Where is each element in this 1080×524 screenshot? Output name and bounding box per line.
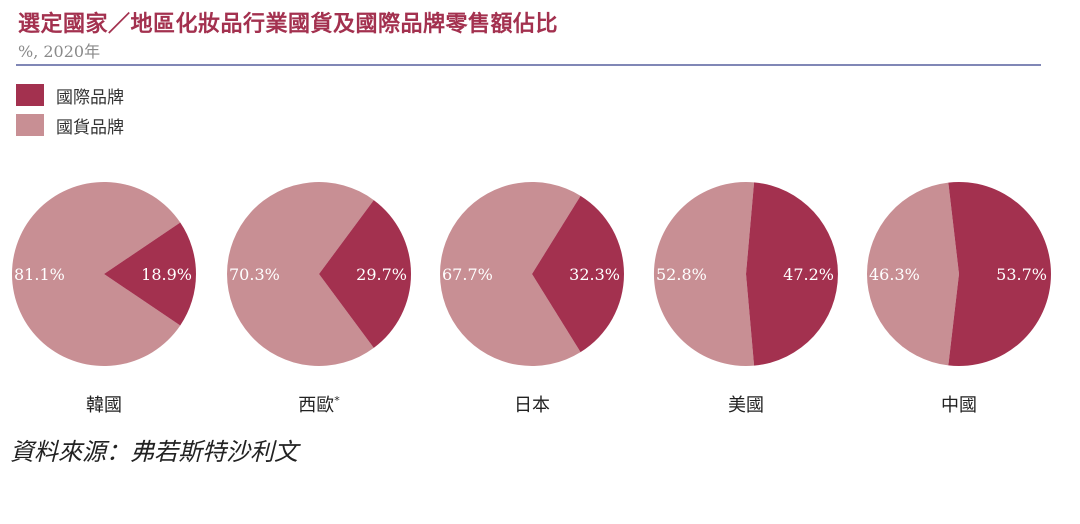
legend-item-domestic: 國貨品牌 (16, 110, 124, 140)
pie-slice-international (104, 222, 196, 326)
pie-3: 32.3% 67.7% 日本 (439, 182, 624, 416)
pie-1: 18.9% 81.1% 韓國 (11, 182, 196, 416)
pie-label-international: 53.7% (996, 265, 1047, 284)
legend-label-international: 國際品牌 (56, 87, 124, 108)
pie-label-domestic: 70.3% (229, 265, 280, 284)
pie-slice-international (319, 200, 412, 348)
pie-2: 29.7% 70.3% 西歐* (227, 182, 412, 416)
pie-label-international: 18.9% (141, 265, 192, 284)
pie-slice-international (532, 195, 624, 353)
pie-slice-domestic (439, 182, 581, 366)
pie-slice-domestic (653, 182, 755, 367)
pie-category-label: 日本 (514, 395, 550, 416)
pie-4: 47.2% 52.8% 美國 (653, 182, 838, 416)
pie-slice-international (746, 182, 838, 366)
pie-label-domestic: 81.1% (14, 265, 65, 284)
pie-slice-domestic (227, 182, 374, 367)
chart-title: 選定國家／地區化妝品行業國貨及國際品牌零售額佔比 (18, 12, 559, 37)
legend-swatch-international (16, 84, 44, 106)
title-divider (16, 64, 1041, 66)
source-note: 資料來源：弗若斯特沙利文 (10, 438, 298, 466)
pie-label-international: 29.7% (356, 265, 407, 284)
legend-label-domestic: 國貨品牌 (56, 117, 124, 138)
pie-category-label: 中國 (941, 395, 977, 416)
legend-swatch-domestic (16, 114, 44, 136)
pie-label-international: 47.2% (783, 265, 834, 284)
pie-slice-international (948, 182, 1051, 366)
pie-slice-domestic (866, 182, 959, 366)
legend-item-international: 國際品牌 (16, 80, 124, 110)
pie-category-label: 韓國 (86, 395, 122, 416)
pie-label-domestic: 46.3% (869, 265, 920, 284)
pie-slice-domestic (11, 182, 181, 366)
legend: 國際品牌 國貨品牌 (16, 80, 124, 140)
pie-label-domestic: 67.7% (442, 265, 493, 284)
pie-category-label: 西歐* (298, 394, 340, 416)
chart-subtitle: %, 2020年 (18, 42, 101, 61)
pie-5: 53.7% 46.3% 中國 (866, 182, 1051, 416)
pie-label-domestic: 52.8% (656, 265, 707, 284)
pie-label-international: 32.3% (569, 265, 620, 284)
pie-category-label: 美國 (728, 395, 764, 416)
